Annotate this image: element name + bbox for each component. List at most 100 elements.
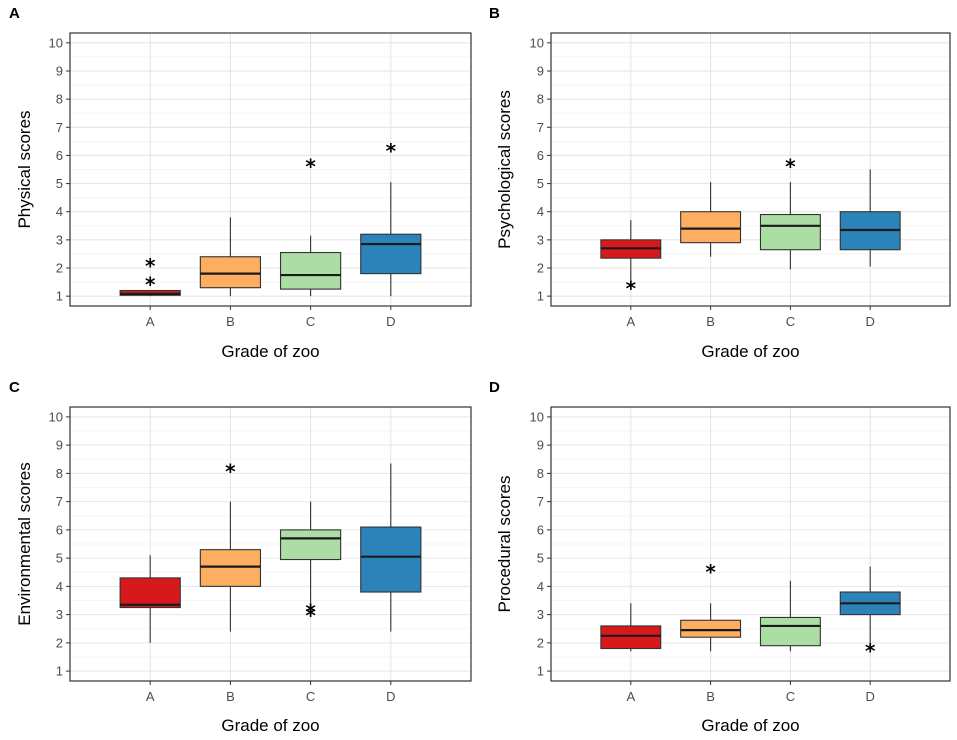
plot-frame (550, 406, 951, 682)
panel-label: C (9, 379, 20, 396)
y-tick-label: 5 (56, 176, 63, 191)
y-axis-title: Environmental scores (15, 462, 34, 625)
y-tick-label: 10 (49, 409, 63, 424)
outlier-point: * (305, 599, 316, 623)
y-tick-label: 3 (56, 232, 63, 247)
y-tick-label: 5 (537, 176, 544, 191)
plot-frame (550, 32, 951, 307)
outlier-point: * (865, 639, 876, 663)
box-d (360, 233, 422, 275)
y-tick-label: 3 (56, 607, 63, 622)
x-tick-label: A (626, 314, 635, 329)
x-tick-label: A (146, 314, 155, 329)
y-tick-label: 8 (537, 466, 544, 481)
x-tick-label: B (706, 314, 715, 329)
y-tick-label: 1 (56, 289, 63, 304)
outlier-point: * (386, 139, 397, 163)
y-tick-label: 1 (537, 664, 544, 679)
x-tick-label: A (626, 689, 635, 704)
panel-label: A (9, 5, 20, 22)
box-b (680, 619, 742, 638)
panel-d: D 1 2 3 4 5 6 7 8 9 10 A B C D * * Grade of zoo Procedural… (489, 379, 951, 735)
y-tick-label: 4 (537, 579, 544, 594)
y-axis-title: Procedural scores (495, 475, 514, 612)
x-tick-label: B (706, 689, 715, 704)
outlier-point: * (305, 154, 316, 178)
y-tick-label: 6 (537, 148, 544, 163)
y-tick-label: 7 (537, 120, 544, 135)
y-tick-label: 2 (56, 635, 63, 650)
y-tick-label: 3 (537, 232, 544, 247)
box-a (119, 577, 181, 609)
outlier-point: * (145, 254, 156, 278)
panel-b: B 1 2 3 4 5 6 7 8 9 10 A B C D * * Grade of zoo Psychologi… (489, 5, 951, 361)
box-d (360, 526, 422, 593)
outlier-point: * (145, 272, 156, 296)
x-axis-title: Grade of zoo (221, 342, 319, 361)
plot-frame (69, 32, 472, 307)
y-tick-label: 2 (537, 261, 544, 276)
y-tick-label: 4 (56, 204, 63, 219)
x-tick-label: A (146, 689, 155, 704)
y-tick-label: 2 (56, 261, 63, 276)
y-tick-label: 7 (537, 494, 544, 509)
x-tick-label: D (866, 314, 875, 329)
y-tick-label: 5 (56, 551, 63, 566)
y-tick-label: 8 (56, 92, 63, 107)
outlier-point: * (705, 560, 716, 584)
box-c (759, 616, 821, 647)
x-tick-label: C (306, 314, 315, 329)
box-c (279, 529, 342, 561)
y-tick-label: 8 (56, 466, 63, 481)
y-tick-label: 3 (537, 607, 544, 622)
y-tick-label: 6 (56, 522, 63, 537)
box-c (279, 251, 342, 290)
x-axis-title: Grade of zoo (221, 716, 319, 735)
x-tick-label: D (866, 689, 875, 704)
y-tick-label: 10 (530, 409, 544, 424)
x-tick-label: B (226, 314, 235, 329)
y-tick-label: 6 (56, 148, 63, 163)
y-tick-label: 5 (537, 551, 544, 566)
box-b (199, 256, 262, 289)
y-axis-title: Psychological scores (495, 90, 514, 249)
x-tick-label: D (386, 689, 395, 704)
y-tick-label: 4 (56, 579, 63, 594)
x-axis-title: Grade of zoo (701, 342, 799, 361)
y-tick-label: 6 (537, 522, 544, 537)
y-tick-label: 10 (530, 35, 544, 50)
x-axis-title: Grade of zoo (701, 716, 799, 735)
y-tick-label: 4 (537, 204, 544, 219)
y-tick-label: 1 (56, 664, 63, 679)
x-tick-label: D (386, 314, 395, 329)
box-b (199, 549, 262, 587)
y-tick-label: 2 (537, 635, 544, 650)
y-tick-label: 9 (537, 438, 544, 453)
x-tick-label: B (226, 689, 235, 704)
y-tick-label: 7 (56, 120, 63, 135)
panel-label: D (489, 379, 500, 396)
y-axis-title: Physical scores (15, 110, 34, 228)
panel-label: B (489, 5, 500, 22)
box-c (759, 213, 821, 251)
plot-frame (69, 406, 472, 682)
outlier-point: * (785, 154, 796, 178)
box-b (680, 211, 742, 244)
y-tick-label: 8 (537, 92, 544, 107)
outlier-point: * (225, 460, 236, 484)
y-tick-label: 9 (56, 63, 63, 78)
x-tick-label: C (306, 689, 315, 704)
y-tick-label: 1 (537, 289, 544, 304)
y-tick-label: 9 (537, 63, 544, 78)
y-tick-label: 7 (56, 494, 63, 509)
x-tick-label: C (786, 314, 795, 329)
y-tick-label: 10 (49, 35, 63, 50)
outlier-point: * (626, 277, 637, 301)
y-tick-label: 9 (56, 438, 63, 453)
x-tick-label: C (786, 689, 795, 704)
outlier-point: * (305, 604, 316, 628)
box-a (600, 625, 662, 650)
